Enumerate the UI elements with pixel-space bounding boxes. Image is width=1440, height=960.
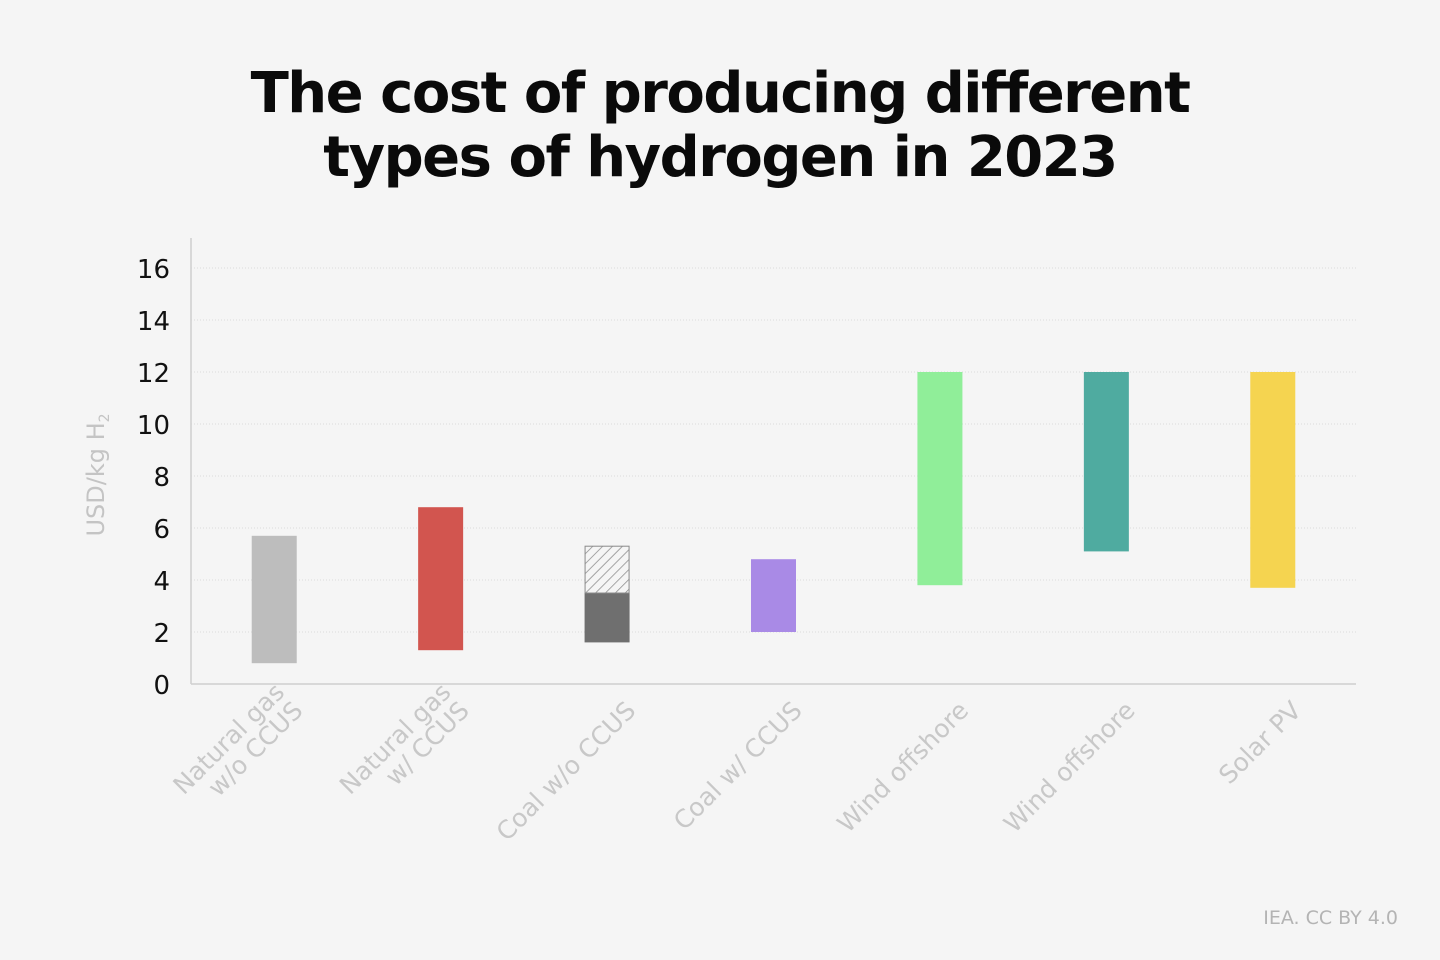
x-tick-label: Wind offshore bbox=[998, 696, 1141, 839]
x-tick-label: Wind offshore bbox=[832, 696, 975, 839]
x-tick-label: Coal w/o CCUS bbox=[491, 696, 642, 847]
y-axis-label: USD/kg H2 bbox=[82, 413, 113, 536]
bar-range bbox=[251, 535, 297, 664]
bar-hatched-range bbox=[584, 545, 630, 594]
x-tick-label: Coal w/ CCUS bbox=[668, 696, 808, 836]
x-tick-label: Natural gasw/o CCUS bbox=[167, 677, 308, 818]
x-tick-label-line: Coal w/o CCUS bbox=[491, 696, 642, 847]
y-tick-label: 8 bbox=[153, 463, 170, 493]
y-tick-label: 16 bbox=[137, 255, 170, 285]
x-tick-label-line: Wind offshore bbox=[832, 696, 975, 839]
bar-range bbox=[418, 507, 464, 651]
y-tick-label: 10 bbox=[137, 411, 170, 441]
bar-range bbox=[917, 372, 963, 586]
x-tick-label-line: Coal w/ CCUS bbox=[668, 696, 808, 836]
x-tick-label-line: Solar PV bbox=[1213, 696, 1307, 790]
bar-range bbox=[1083, 372, 1129, 552]
x-tick-label-line: Wind offshore bbox=[998, 696, 1141, 839]
bar-range bbox=[584, 593, 630, 643]
title-line-1: The cost of producing different bbox=[250, 61, 1191, 126]
x-tick-label: Natural gasw/ CCUS bbox=[334, 677, 475, 818]
bar-range bbox=[1250, 372, 1296, 588]
chart-title: The cost of producing different types of… bbox=[0, 62, 1440, 190]
y-tick-label: 14 bbox=[137, 307, 170, 337]
y-tick-label: 4 bbox=[153, 567, 170, 597]
y-tick-label: 6 bbox=[153, 515, 170, 545]
y-tick-label: 12 bbox=[137, 359, 170, 389]
title-line-2: types of hydrogen in 2023 bbox=[323, 125, 1118, 190]
x-tick-label: Solar PV bbox=[1213, 696, 1307, 790]
y-tick-label: 0 bbox=[153, 671, 170, 701]
bar-range bbox=[751, 559, 796, 632]
y-tick-label: 2 bbox=[153, 619, 170, 649]
credit: IEA. CC BY 4.0 bbox=[1263, 907, 1398, 929]
